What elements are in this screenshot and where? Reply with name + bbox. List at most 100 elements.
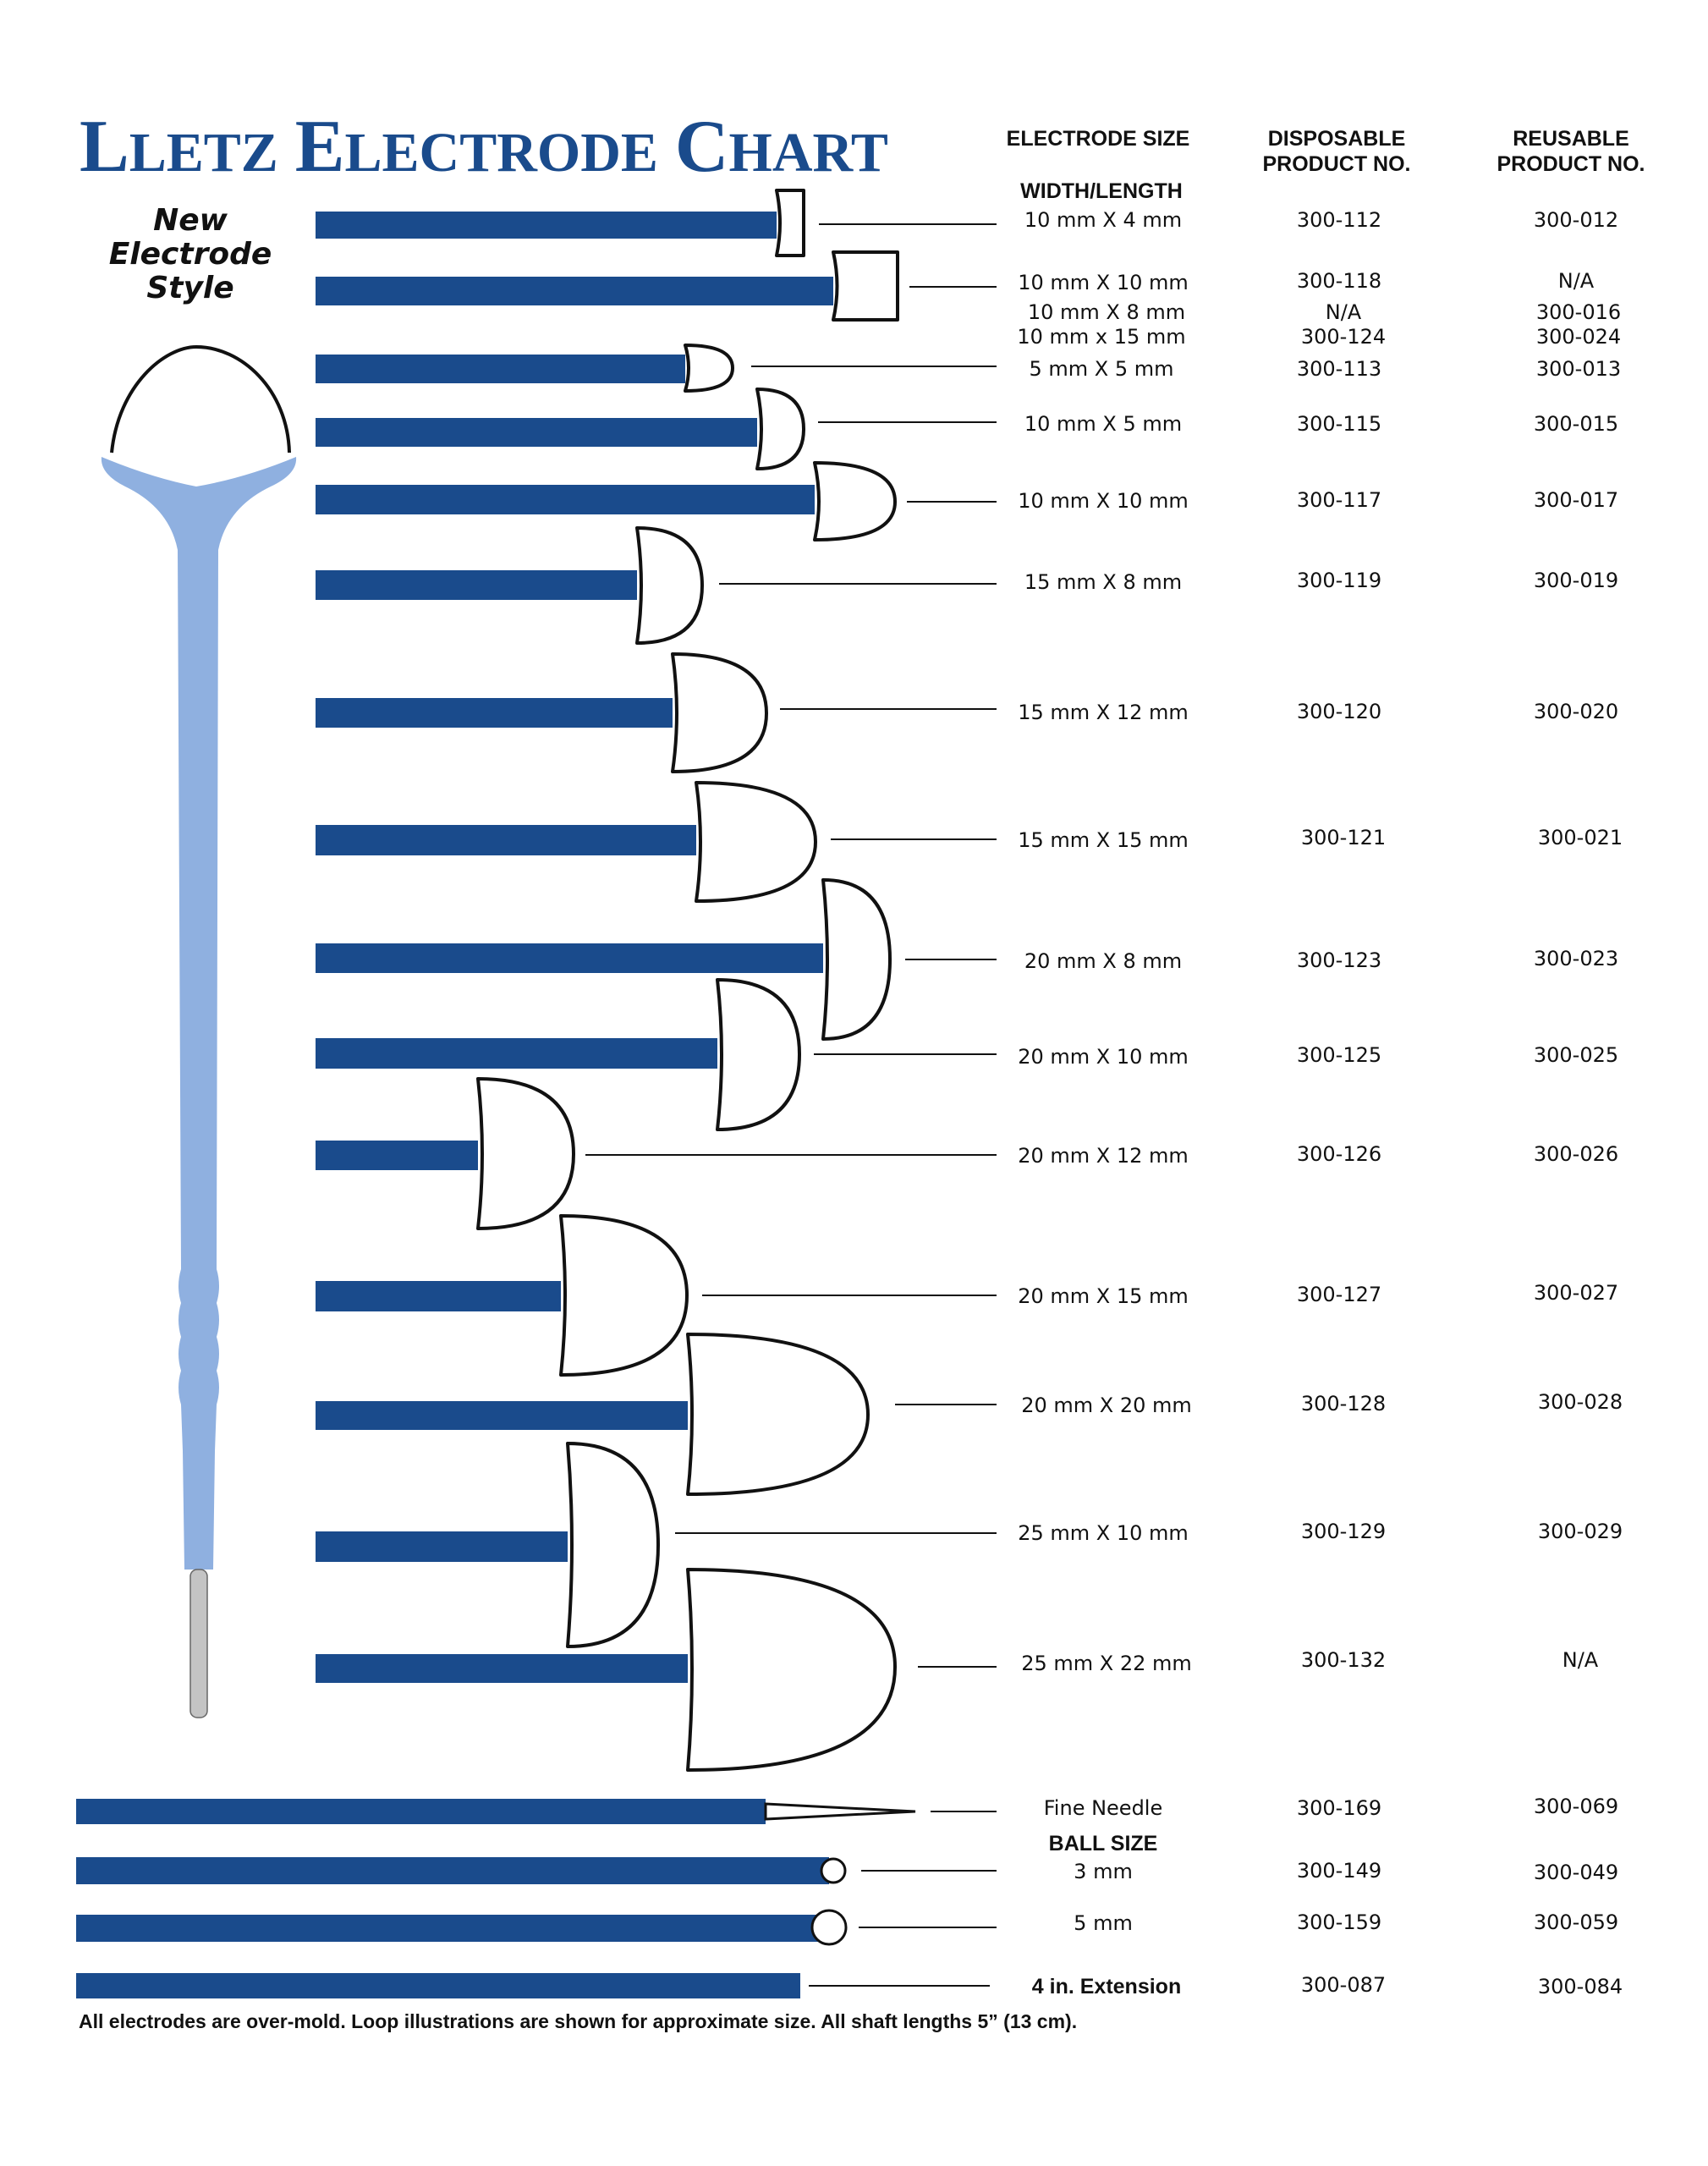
electrode-handle-illustration	[101, 344, 297, 1718]
ball-size-label: BALL SIZE	[1049, 1832, 1158, 1855]
fine-needle-tip	[764, 1802, 916, 1821]
row-disposable-no: 300-128	[1301, 1392, 1386, 1416]
electrode-shaft	[316, 698, 673, 728]
electrode-loop	[566, 1442, 660, 1648]
footnote: All electrodes are over-mold. Loop illus…	[79, 2010, 1077, 2032]
row-reusable-no: 300-016	[1536, 300, 1621, 324]
row-size: 15 mm X 12 mm	[1018, 701, 1189, 724]
handle-wire-loop	[110, 344, 291, 454]
header-disposable: DISPOSABLE	[1268, 127, 1406, 151]
row-size: 3 mm	[1074, 1860, 1133, 1883]
handle-body	[101, 457, 297, 1570]
row-disposable-no: 300-129	[1301, 1520, 1386, 1543]
row-disposable-no: 300-159	[1297, 1910, 1381, 1934]
chart-title: LLETZ ELECTRODE CHART	[80, 106, 888, 188]
electrode-loop	[755, 388, 805, 470]
row-disposable-no: 300-127	[1297, 1283, 1381, 1306]
electrode-loop	[832, 250, 899, 322]
electrode-loop	[813, 461, 897, 542]
row-size: 4 in. Extension	[1032, 1975, 1181, 1998]
row-size: 20 mm X 12 mm	[1018, 1144, 1189, 1168]
row-reusable-no: 300-059	[1534, 1910, 1618, 1934]
electrode-loop	[671, 652, 768, 773]
electrode-shaft	[316, 1401, 688, 1430]
row-disposable-no: 300-126	[1297, 1142, 1381, 1166]
row-disposable-no: 300-121	[1301, 826, 1386, 849]
row-size: 25 mm X 10 mm	[1018, 1521, 1189, 1545]
electrode-shaft	[316, 485, 815, 514]
row-size: 20 mm X 8 mm	[1024, 949, 1182, 973]
electrode-loop	[716, 978, 801, 1131]
row-reusable-no: 300-021	[1538, 826, 1623, 849]
row-reusable-no: 300-013	[1536, 357, 1621, 381]
row-size: 20 mm X 10 mm	[1018, 1045, 1189, 1069]
row-disposable-no: 300-087	[1301, 1973, 1386, 1997]
row-reusable-no: 300-020	[1534, 700, 1618, 723]
row-reusable-no: N/A	[1558, 269, 1595, 293]
row-disposable-no: 300-115	[1297, 412, 1381, 436]
electrode-shaft	[316, 1654, 688, 1683]
row-reusable-no: 300-026	[1534, 1142, 1618, 1166]
row-reusable-no: 300-015	[1534, 412, 1618, 436]
row-size: 15 mm X 8 mm	[1024, 570, 1182, 594]
electrode-shaft	[316, 277, 833, 305]
electrode-shaft	[316, 1038, 717, 1069]
electrode-shaft	[316, 1531, 568, 1562]
row-size: 10 mm x 15 mm	[1017, 325, 1185, 349]
electrode-loop	[476, 1077, 575, 1230]
electrode-loop	[775, 189, 805, 257]
row-reusable-no: 300-024	[1536, 325, 1621, 349]
row-disposable-no: 300-117	[1297, 488, 1381, 512]
extension-shaft	[76, 1973, 800, 1998]
header-disposable-product-no: PRODUCT NO.	[1263, 152, 1411, 176]
row-size: 10 mm X 4 mm	[1024, 208, 1182, 232]
needle-electrode-shaft	[76, 1799, 766, 1824]
ball-electrode-shaft	[76, 1915, 825, 1942]
row-reusable-no: 300-019	[1534, 569, 1618, 592]
electrode-loop	[686, 1568, 897, 1772]
row-size: 20 mm X 20 mm	[1021, 1394, 1192, 1417]
electrode-shaft	[316, 570, 637, 600]
header-width-length: WIDTH/LENGTH	[1020, 179, 1183, 203]
new-style-label-line2: Electrode	[109, 237, 272, 272]
electrode-loop	[821, 878, 892, 1041]
row-disposable-no: 300-120	[1297, 700, 1381, 723]
electrode-loop	[695, 781, 817, 903]
electrode-shaft	[316, 825, 696, 855]
row-disposable-no: 300-119	[1297, 569, 1381, 592]
row-size: 10 mm X 10 mm	[1018, 271, 1189, 294]
row-disposable-no: 300-125	[1297, 1043, 1381, 1067]
electrode-loop	[686, 1333, 870, 1496]
electrode-shaft	[316, 943, 823, 973]
row-disposable-no: 300-149	[1297, 1859, 1381, 1883]
row-disposable-no: 300-123	[1297, 948, 1381, 972]
row-reusable-no: 300-084	[1538, 1975, 1623, 1998]
row-disposable-no: 300-113	[1297, 357, 1381, 381]
electrode-loop	[684, 344, 734, 393]
row-size: 5 mm X 5 mm	[1029, 357, 1173, 381]
ball-tip-5mm	[810, 1909, 848, 1946]
electrode-loop	[635, 526, 704, 645]
row-reusable-no: 300-029	[1538, 1520, 1623, 1543]
electrode-shaft	[316, 355, 685, 383]
row-size: 15 mm X 15 mm	[1018, 828, 1189, 852]
new-style-label-line1: New	[153, 203, 228, 238]
row-reusable-no: 300-023	[1534, 947, 1618, 970]
row-reusable-no: 300-027	[1534, 1281, 1618, 1305]
row-reusable-no: N/A	[1562, 1648, 1599, 1672]
row-size: 10 mm X 5 mm	[1024, 412, 1182, 436]
row-reusable-no: 300-049	[1534, 1861, 1618, 1884]
row-reusable-no: 300-028	[1538, 1390, 1623, 1414]
new-style-label-line3: Style	[146, 271, 233, 305]
electrode-loop	[559, 1214, 689, 1377]
row-reusable-no: 300-012	[1534, 208, 1618, 232]
header-reusable: REUSABLE	[1513, 127, 1629, 151]
ball-tip-3mm	[820, 1857, 847, 1884]
row-size: 5 mm	[1074, 1911, 1133, 1935]
row-reusable-no: 300-069	[1534, 1795, 1618, 1818]
electrode-shaft	[316, 1281, 561, 1311]
electrode-shaft	[316, 418, 757, 447]
handle-metal-tip	[189, 1569, 208, 1718]
electrode-shaft	[316, 1141, 478, 1170]
